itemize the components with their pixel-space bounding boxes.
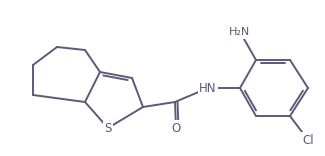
Text: O: O [171, 122, 181, 134]
Text: H₂N: H₂N [229, 27, 251, 37]
Text: HN: HN [199, 81, 217, 95]
Text: Cl: Cl [302, 134, 314, 146]
Text: S: S [104, 122, 112, 134]
